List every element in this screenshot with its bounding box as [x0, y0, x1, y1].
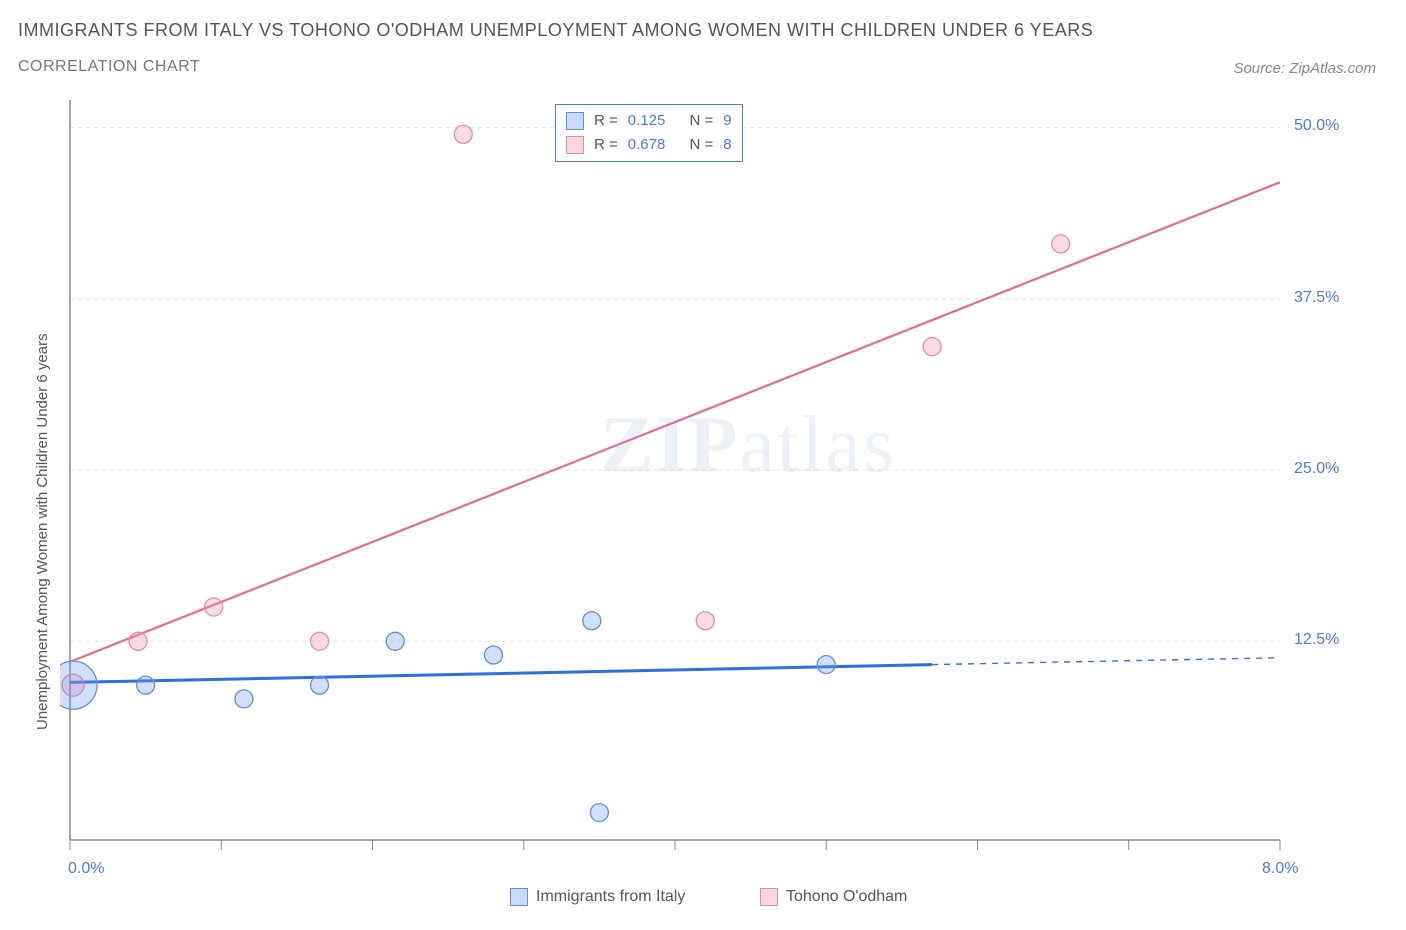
series-label-pink: Tohono O'odham — [786, 888, 907, 906]
stats-legend: R = 0.125 N = 9 R = 0.678 N = 8 — [555, 104, 743, 162]
swatch-blue-icon — [566, 112, 584, 130]
r-value-blue: 0.125 — [628, 109, 666, 133]
y-tick-label: 25.0% — [1294, 460, 1339, 478]
y-tick-label: 50.0% — [1294, 117, 1339, 135]
chart-subtitle: CORRELATION CHART — [18, 58, 200, 76]
y-tick-label: 12.5% — [1294, 631, 1339, 649]
y-axis-label: Unemployment Among Women with Children U… — [34, 333, 51, 730]
y-tick-label: 37.5% — [1294, 289, 1339, 307]
n-value-blue: 9 — [723, 109, 731, 133]
r-label: R = — [594, 133, 618, 157]
r-value-pink: 0.678 — [628, 133, 666, 157]
series-legend-blue: Immigrants from Italy — [510, 888, 685, 906]
stats-row-pink: R = 0.678 N = 8 — [566, 133, 732, 157]
x-tick-label: 0.0% — [68, 860, 104, 878]
x-tick-label: 8.0% — [1262, 860, 1298, 878]
r-label: R = — [594, 109, 618, 133]
swatch-blue-icon — [510, 888, 528, 906]
swatch-pink-icon — [760, 888, 778, 906]
chart-title: IMMIGRANTS FROM ITALY VS TOHONO O'ODHAM … — [18, 20, 1093, 41]
n-label: N = — [689, 133, 713, 157]
series-legend-pink: Tohono O'odham — [760, 888, 907, 906]
series-label-blue: Immigrants from Italy — [536, 888, 685, 906]
swatch-pink-icon — [566, 136, 584, 154]
correlation-scatter-plot — [60, 95, 1406, 915]
n-label: N = — [689, 109, 713, 133]
source-attribution: Source: ZipAtlas.com — [1233, 60, 1376, 77]
stats-row-blue: R = 0.125 N = 9 — [566, 109, 732, 133]
n-value-pink: 8 — [723, 133, 731, 157]
